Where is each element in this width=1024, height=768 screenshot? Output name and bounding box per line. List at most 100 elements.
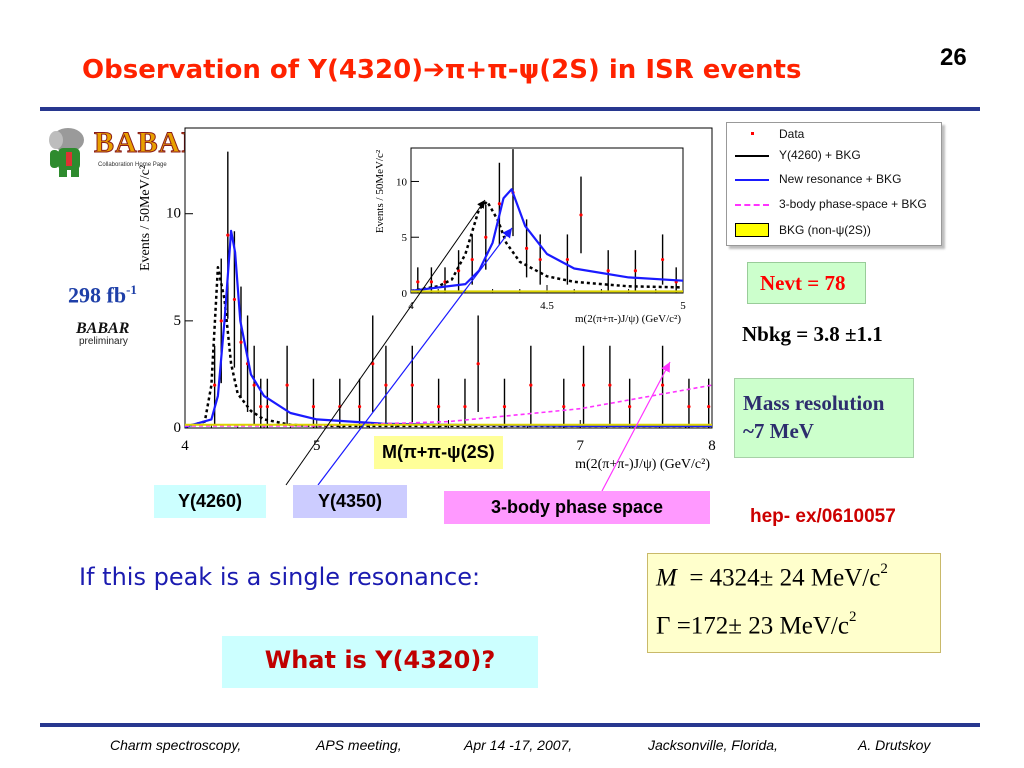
data-point: [226, 233, 230, 237]
question-text: If this peak is a single resonance:: [79, 563, 481, 591]
plot-frame: [410, 147, 684, 294]
footer-author: A. Drutskoy: [858, 737, 931, 753]
y4260-label-box: Y(4260): [154, 485, 266, 518]
legend-item-bkg: BKG (non-ψ(2S)): [727, 221, 941, 241]
data-point: [502, 404, 507, 409]
hep-reference[interactable]: hep- ex/0610057: [750, 506, 896, 527]
footer-location: Jacksonville, Florida,: [648, 737, 778, 753]
elephant-mascot-icon: [49, 128, 84, 177]
slide-title: Observation of Y(4320)➔π+π-ψ(2S) in ISR …: [82, 55, 802, 85]
mass-formula: M = 4324± 24 MeV/c2: [656, 561, 888, 592]
y-tick-label: 10: [166, 206, 181, 222]
data-point: [239, 340, 243, 344]
legend-data-marker: [751, 132, 754, 135]
mass-resolution-box: Mass resolution ~7 MeV: [734, 378, 914, 458]
data-point: [562, 404, 566, 409]
x-tick-label: 4.5: [540, 300, 554, 312]
data-point: [707, 404, 711, 409]
mass-resolution-line2: ~7 MeV: [743, 419, 814, 443]
legend-label: Data: [779, 127, 805, 141]
arrow-y4260: [285, 199, 486, 486]
x-axis-label: m(2(π+π-)J/ψ) (GeV/c²): [575, 457, 710, 472]
legend-label: BKG (non-ψ(2S)): [779, 223, 871, 237]
mass-resolution-line1: Mass resolution: [743, 391, 885, 415]
page-number: 26: [940, 44, 967, 71]
y-tick-label: 5: [174, 313, 182, 329]
mass-exponent: 2: [880, 561, 888, 577]
y-tick-label: 10: [396, 176, 408, 188]
x-tick-label: 8: [708, 438, 716, 454]
legend-new-resonance-line: [735, 179, 769, 181]
data-point: [565, 257, 570, 262]
width-formula: Γ =172± 23 MeV/c2: [656, 609, 857, 640]
data-point: [525, 246, 529, 250]
data-point: [470, 257, 474, 262]
preliminary-label: preliminary: [79, 336, 128, 347]
data-point: [252, 383, 256, 387]
legend-label: 3-body phase-space + BKG: [779, 197, 927, 211]
y4350-label-box: Y(4350): [293, 485, 407, 518]
data-point: [232, 297, 237, 302]
data-point: [484, 235, 488, 239]
legend-item-phase-space: 3-body phase-space + BKG: [727, 195, 941, 215]
bottom-rule: [40, 723, 980, 727]
data-point: [660, 383, 665, 387]
data-point: [687, 404, 691, 409]
legend-label: Y(4260) + BKG: [779, 148, 861, 162]
data-point: [285, 383, 289, 387]
babar-small-logo: BABAR: [76, 320, 130, 337]
curve-y4260: [184, 266, 712, 429]
data-point: [581, 383, 586, 387]
x-tick-label: 5: [313, 438, 321, 454]
width-exponent: 2: [848, 609, 857, 625]
data-point: [437, 404, 441, 409]
y-tick-label: 0: [402, 288, 408, 300]
x-tick-label: 4: [181, 438, 189, 454]
data-point: [219, 319, 223, 323]
x-tick-label: 7: [577, 438, 585, 454]
luminosity-exponent: -1: [126, 282, 137, 297]
mass-value: = 4324± 24 MeV/c: [689, 564, 881, 592]
arrow-y4350: [317, 227, 513, 486]
data-point: [410, 383, 414, 387]
data-point: [579, 213, 583, 217]
curve-new: [410, 188, 684, 292]
y-tick-label: 5: [402, 232, 408, 244]
legend-y4260-line: [735, 155, 769, 157]
data-point: [416, 280, 420, 284]
mass-label-box: M(π+π-ψ(2S): [374, 436, 503, 469]
luminosity-value: 298 fb: [68, 282, 127, 308]
curve-3body: [185, 384, 713, 427]
data-point: [311, 404, 316, 409]
y-axis-label: Events / 50MeV/c²: [138, 165, 153, 271]
legend-phase-space-line: [735, 204, 769, 206]
luminosity-label: 298 fb-1: [68, 282, 137, 308]
data-point: [265, 404, 269, 409]
y-axis-label: Events / 50MeV/c²: [374, 149, 386, 233]
nbkg-text: Nbkg = 3.8 ±1.1: [742, 322, 883, 346]
data-point: [529, 383, 533, 387]
what-is-box: What is Y(4320)?: [222, 636, 538, 688]
width-symbol: Γ: [656, 612, 671, 640]
data-point: [213, 383, 217, 387]
data-point: [538, 257, 542, 262]
nevt-box: Nevt = 78: [747, 262, 866, 304]
mass-symbol: M: [656, 564, 677, 592]
data-point: [371, 362, 375, 366]
data-point: [463, 404, 467, 409]
legend-item-data: Data: [727, 125, 941, 145]
legend-item-y4260: Y(4260) + BKG: [727, 146, 941, 166]
x-tick-label: 5: [680, 300, 686, 312]
legend-label: New resonance + BKG: [779, 172, 902, 186]
formula-box: M = 4324± 24 MeV/c2 Γ =172± 23 MeV/c2: [647, 553, 941, 653]
arrow-three-body: [601, 361, 671, 492]
data-point: [608, 383, 612, 387]
data-point: [259, 404, 263, 409]
data-point: [476, 362, 480, 366]
x-axis-label: m(2(π+π-)J/ψ) (GeV/c²): [575, 313, 681, 325]
footer-meeting: APS meeting,: [316, 737, 402, 753]
data-point: [384, 383, 388, 387]
data-point: [429, 280, 433, 284]
